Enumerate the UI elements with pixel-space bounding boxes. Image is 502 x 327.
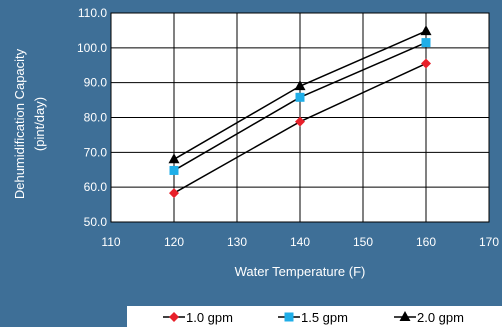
- data-point: [295, 92, 305, 102]
- y-tick-label: 60.0: [84, 180, 108, 194]
- x-tick-label: 130: [227, 235, 247, 249]
- legend-box: [127, 306, 502, 327]
- x-tick-label: 160: [416, 235, 436, 249]
- x-tick-labels: 110 120 130 140 150 160 170: [101, 235, 499, 249]
- x-tick-label: 170: [479, 235, 499, 249]
- data-point: [295, 116, 305, 127]
- x-tick-label: 110: [101, 235, 120, 249]
- legend-entry: 1.5 gpm: [278, 310, 348, 325]
- legend-label: 2.0 gpm: [417, 310, 464, 325]
- legend-label: 1.5 gpm: [301, 310, 348, 325]
- legend-marker: [284, 312, 294, 322]
- legend-entry: 1.0 gpm: [163, 310, 233, 325]
- y-tick-labels: 50.0 60.0 70.0 80.0 90.0 100.0 110.0: [77, 6, 107, 229]
- plot-border: [110, 12, 490, 223]
- legend-marker: [169, 312, 179, 322]
- y-axis-title-line1: Dehumidification Capacity: [12, 48, 27, 199]
- y-tick-label: 100.0: [77, 41, 107, 55]
- y-tick-label: 50.0: [84, 215, 108, 229]
- x-tick-label: 140: [290, 235, 310, 249]
- x-tick-label: 120: [164, 235, 184, 249]
- data-point: [169, 165, 179, 175]
- series-2-0-gpm: [168, 25, 432, 164]
- series-layer: [168, 25, 432, 199]
- y-tick-label: 90.0: [84, 76, 108, 90]
- x-tick-label: 150: [353, 235, 373, 249]
- y-tick-label: 70.0: [84, 145, 108, 159]
- data-point: [168, 153, 180, 164]
- legend: 1.0 gpm 1.5 gpm 2.0 gpm: [163, 310, 464, 325]
- x-axis-title: Water Temperature (F): [235, 264, 366, 279]
- data-point: [294, 80, 306, 91]
- series-1-0-gpm: [169, 58, 431, 199]
- data-point: [420, 25, 432, 36]
- legend-label: 1.0 gpm: [186, 310, 233, 325]
- series-1-5-gpm: [169, 38, 431, 175]
- y-axis-title-line2: (pint/day): [32, 97, 47, 151]
- y-tick-label: 110.0: [78, 6, 107, 20]
- y-tick-label: 80.0: [84, 111, 108, 125]
- data-point: [421, 58, 431, 69]
- legend-entry: 2.0 gpm: [394, 310, 464, 325]
- data-point: [169, 188, 179, 199]
- data-point: [421, 38, 431, 48]
- legend-marker: [399, 311, 411, 321]
